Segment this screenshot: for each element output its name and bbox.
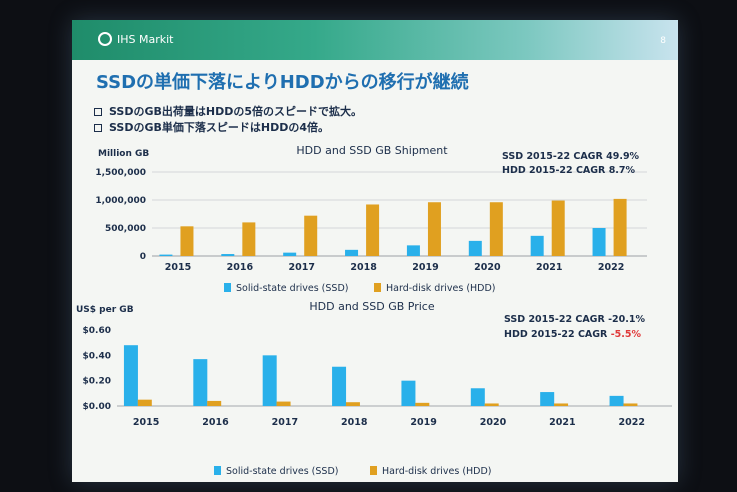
cagr-annotation: SSD 2015-22 CAGR -20.1% xyxy=(504,314,645,325)
checkbox-bullet-icon xyxy=(94,108,102,116)
x-tick-label: 2018 xyxy=(341,417,368,428)
hdd-bar xyxy=(345,402,360,406)
price-chart: HDD and SSD GB Price US$ per GB $0.60 $0.40… xyxy=(76,300,672,476)
presentation-slide: IHS Markit 8 SSDの単価下落によりHDDからの移行が継続 SSDの… xyxy=(72,20,678,482)
hdd-bar xyxy=(415,402,430,406)
y-tick-label: 0 xyxy=(140,252,146,262)
hdd-bar xyxy=(304,215,318,256)
ihs-markit-logo: IHS Markit xyxy=(98,32,174,46)
y-tick-label: 1,500,000 xyxy=(95,168,146,178)
logo-icon xyxy=(98,32,112,46)
bullet-list: SSDのGB出荷量はHDDの5倍のスピードで拡大。 SSDのGB単価下落スピード… xyxy=(94,104,362,136)
cagr-label: HDD 2015-22 CAGR xyxy=(504,329,611,340)
bullet-item: SSDのGB出荷量はHDDの5倍のスピードで拡大。 xyxy=(94,104,362,120)
hdd-legend-swatch xyxy=(374,283,381,292)
hdd-bar xyxy=(242,222,256,256)
ssd-bar xyxy=(540,392,555,406)
x-tick-label: 2021 xyxy=(549,417,575,428)
x-tick-label: 2019 xyxy=(410,417,436,428)
x-tick-label: 2017 xyxy=(272,417,298,428)
ssd-bar xyxy=(406,245,420,256)
ssd-bar xyxy=(592,228,606,256)
cagr-value: 49.9% xyxy=(606,151,639,162)
x-tick-label: 2016 xyxy=(202,417,229,428)
hdd-bar xyxy=(623,403,638,406)
ssd-bar xyxy=(159,254,173,256)
ssd-legend-label: Solid-state drives (SSD) xyxy=(226,466,338,476)
ssd-bar xyxy=(193,359,208,406)
x-tick-label: 2017 xyxy=(289,262,315,273)
cagr-annotation: HDD 2015-22 CAGR -5.5% xyxy=(504,329,641,340)
cagr-annotation: SSD 2015-22 CAGR 49.9% xyxy=(502,151,640,162)
hdd-bar xyxy=(427,202,441,256)
cagr-label: SSD 2015-22 CAGR xyxy=(504,314,608,325)
page-number: 8 xyxy=(660,36,666,46)
bullet-text: SSDのGB単価下落スピードはHDDの4倍。 xyxy=(109,121,330,134)
ssd-bar xyxy=(468,240,482,256)
hdd-bar xyxy=(207,400,222,406)
x-tick-label: 2015 xyxy=(133,417,159,428)
hdd-bar xyxy=(489,202,503,256)
ssd-bar xyxy=(332,366,347,406)
cagr-label: HDD 2015-22 CAGR xyxy=(502,165,609,176)
x-tick-label: 2020 xyxy=(480,417,507,428)
y-axis-label: Million GB xyxy=(98,149,149,159)
bullet-text: SSDのGB出荷量はHDDの5倍のスピードで拡大。 xyxy=(109,105,363,118)
x-tick-label: 2019 xyxy=(412,262,438,273)
cagr-label: SSD 2015-22 CAGR xyxy=(502,151,606,162)
hdd-bar xyxy=(554,403,569,406)
ssd-bar xyxy=(401,380,416,406)
chart-title: HDD and SSD GB Price xyxy=(309,300,434,313)
ssd-bar xyxy=(345,249,359,256)
cagr-annotation: HDD 2015-22 CAGR 8.7% xyxy=(502,165,636,176)
y-tick-label: $0.40 xyxy=(83,351,111,361)
ssd-bar xyxy=(530,235,544,256)
shipment-chart: HDD and SSD GB Shipment Million GB 1,500,0… xyxy=(95,144,647,294)
checkbox-bullet-icon xyxy=(94,124,102,132)
ssd-bar xyxy=(283,252,297,256)
x-tick-label: 2021 xyxy=(536,262,562,273)
x-tick-label: 2018 xyxy=(350,262,377,273)
hdd-bar xyxy=(276,401,291,406)
cagr-value: -5.5% xyxy=(611,329,642,340)
logo-text: IHS Markit xyxy=(117,32,174,46)
x-tick-label: 2020 xyxy=(474,262,501,273)
ssd-legend-swatch xyxy=(214,466,221,475)
x-tick-label: 2022 xyxy=(619,417,645,428)
y-tick-label: $0.20 xyxy=(83,377,111,387)
slide-title: SSDの単価下落によりHDDからの移行が継続 xyxy=(96,72,469,93)
chart-title: HDD and SSD GB Shipment xyxy=(296,144,448,157)
y-tick-label: $0.60 xyxy=(83,326,111,336)
y-tick-label: 500,000 xyxy=(105,224,146,234)
header-banner: IHS Markit 8 xyxy=(72,20,678,60)
x-tick-label: 2015 xyxy=(165,262,191,273)
ssd-bar xyxy=(262,355,277,406)
hdd-bar xyxy=(366,204,380,256)
cagr-value: -20.1% xyxy=(608,314,645,325)
cagr-value: 8.7% xyxy=(609,165,636,176)
bullet-item: SSDのGB単価下落スピードはHDDの4倍。 xyxy=(94,120,362,136)
hdd-bar xyxy=(551,200,565,256)
y-axis-label: US$ per GB xyxy=(76,305,134,315)
ssd-bar xyxy=(609,395,624,406)
ssd-bar xyxy=(123,345,138,406)
hdd-legend-swatch xyxy=(370,466,377,475)
hdd-bar xyxy=(613,198,627,256)
x-tick-label: 2022 xyxy=(598,262,624,273)
ssd-bar xyxy=(470,388,485,406)
y-tick-label: 1,000,000 xyxy=(95,196,146,206)
hdd-legend-label: Hard-disk drives (HDD) xyxy=(386,283,496,294)
ssd-legend-swatch xyxy=(224,283,231,292)
y-tick-label: $0.00 xyxy=(83,402,111,412)
hdd-legend-label: Hard-disk drives (HDD) xyxy=(382,466,492,476)
hdd-bar xyxy=(180,226,194,256)
x-tick-label: 2016 xyxy=(227,262,254,273)
ssd-bar xyxy=(221,254,235,256)
ssd-legend-label: Solid-state drives (SSD) xyxy=(236,283,348,294)
hdd-bar xyxy=(484,403,499,406)
hdd-bar xyxy=(137,399,152,406)
